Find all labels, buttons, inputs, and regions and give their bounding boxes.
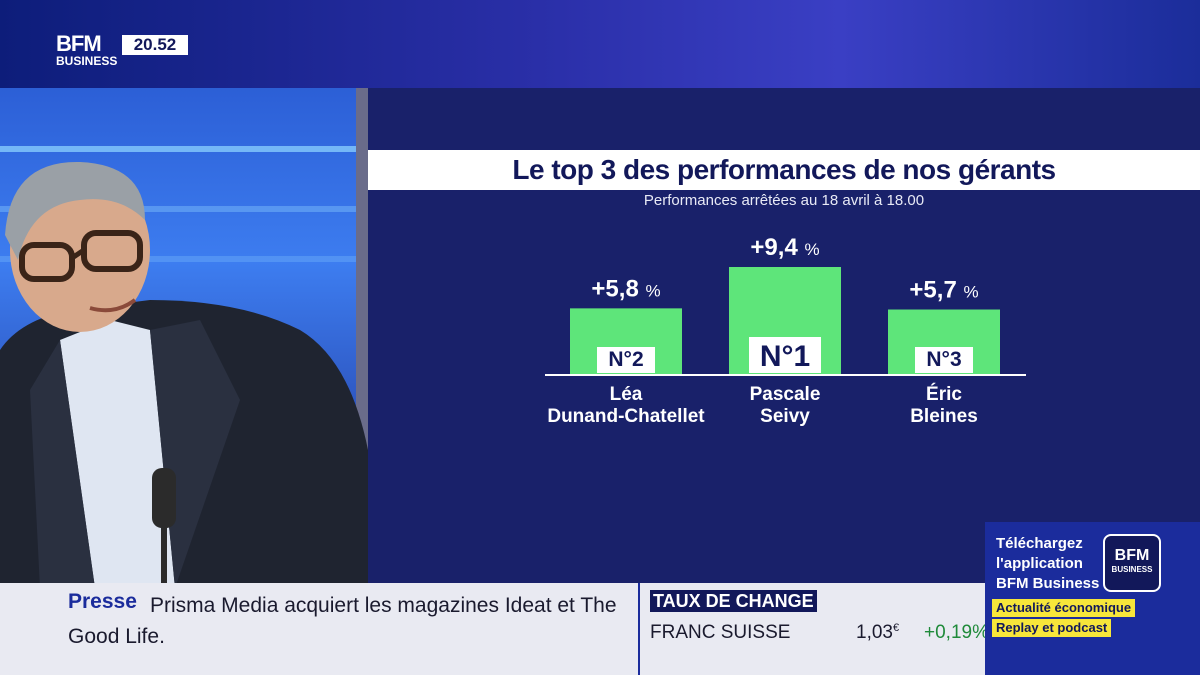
category-label: Bleines [910,406,978,427]
light-stripe [0,206,368,212]
channel-logo: BFM BUSINESS [56,31,118,69]
category-label: Seivy [760,406,810,427]
studio-background-top [0,0,1200,88]
data-label: +5,7 % [909,277,978,304]
clock: 20.52 [122,35,188,55]
light-stripe [0,146,368,152]
category-label: Léa [610,384,643,405]
data-label: +9,4 % [750,234,819,261]
rank-badge [915,347,973,373]
rank-badge [749,337,821,373]
promo-app-logo: BFM BUSINESS [1103,534,1161,592]
fx-change: +0,19% [924,622,989,643]
fx-label: TAUX DE CHANGE [650,590,817,612]
promo-line-1: Téléchargez [996,535,1083,552]
promo-line-2: l'application [996,555,1083,572]
category-label: Dunand-Chatellet [547,406,705,427]
category-label: Pascale [750,384,821,405]
fx-currency-name: FRANC SUISSE [650,622,791,643]
chart-panel: Le top 3 des performances de nos gérants… [368,88,1200,583]
logo-brand: BFM [56,31,102,56]
rank-badge [597,347,655,373]
news-ticker [0,583,985,675]
promo-logo-brand: BFM [1114,547,1150,564]
news-category: Presse [68,590,137,613]
category-label: Éric [926,383,962,405]
data-label: +5,8 % [591,275,660,302]
promo-tag-replay: Replay et podcast [992,619,1112,637]
news-headline: Prisma Media acquiert les magazines Idea… [68,594,617,648]
promo-tag-news: Actualité économique [992,599,1136,617]
title-band: Le top 3 des performances de nos gérants [368,150,1200,190]
chart-subtitle: Performances arrêtées au 18 avril à 18.0… [643,192,925,209]
light-stripe [0,256,368,262]
promo-line-3: BFM Business [996,575,1100,592]
rank-label: N°2 [608,348,643,371]
fx-rate-currency: € [892,622,900,634]
app-promo: Téléchargez l'application BFM Business B… [985,522,1200,675]
chart-title: Le top 3 des performances de nos gérants [512,154,1056,185]
fx-rate-value: 1,03 [856,622,893,643]
logo-sub: BUSINESS [56,54,118,68]
fx-rate: 1,03€ [856,622,899,644]
promo-logo-sub: BUSINESS [1111,565,1153,574]
presenter-image [0,161,368,588]
rank-label: N°3 [926,348,961,371]
rank-label: N°1 [760,340,810,373]
ticker-divider [638,583,640,675]
